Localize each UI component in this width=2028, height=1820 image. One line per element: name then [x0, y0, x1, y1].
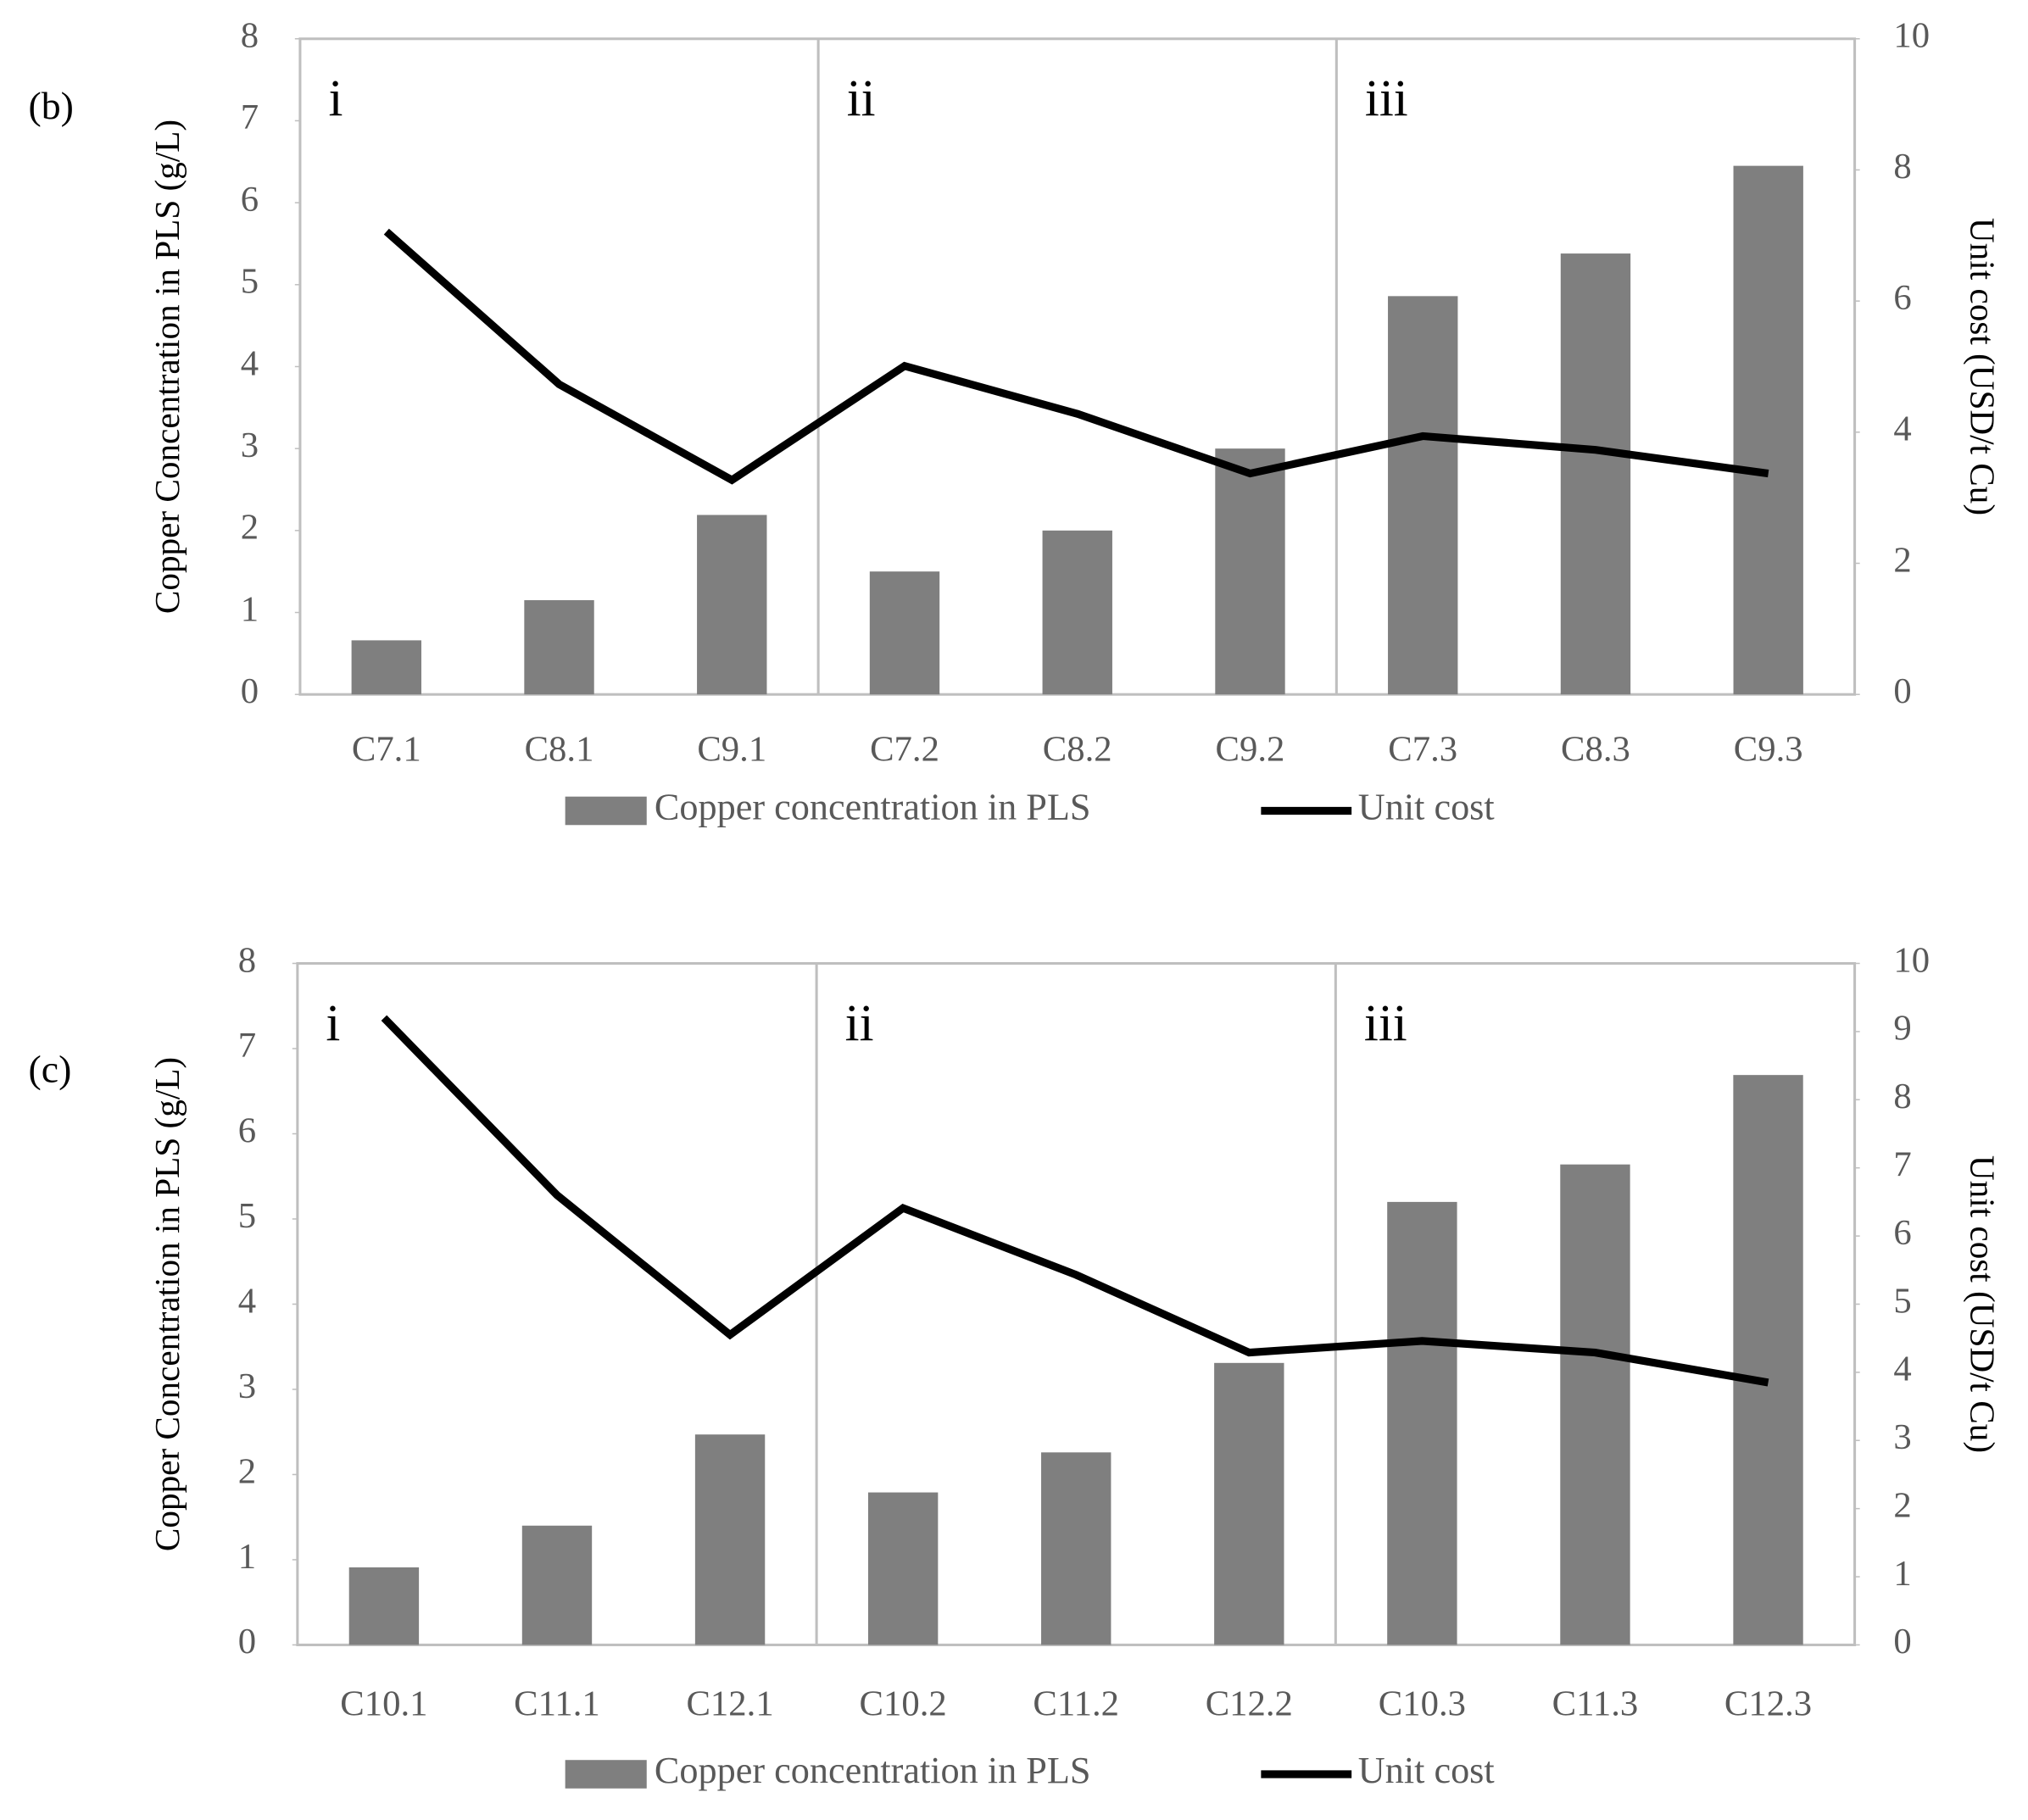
bar	[1560, 1164, 1630, 1645]
bar	[694, 1434, 766, 1645]
y2-tick-label: 9	[1893, 1009, 1911, 1049]
bar	[867, 1492, 939, 1645]
y-tick-label: 3	[241, 426, 259, 465]
y2-tick-label: 1	[1893, 1554, 1911, 1594]
y2-tick-label: 6	[1893, 278, 1911, 318]
region-label: ii	[845, 995, 874, 1052]
region-label: iii	[1364, 995, 1407, 1052]
x-tick-label: C8.3	[1561, 730, 1630, 770]
x-tick-label: C10.3	[1379, 1684, 1466, 1723]
x-tick-label: C9.2	[1216, 730, 1285, 770]
region-label: ii	[847, 70, 876, 127]
x-tick-label: C12.2	[1206, 1684, 1293, 1723]
y2-tick-label: 0	[1893, 671, 1911, 711]
y2-tick-label: 2	[1893, 540, 1911, 580]
y-tick-label: 5	[241, 262, 259, 302]
legend-swatch	[565, 796, 647, 826]
bar	[1214, 1362, 1284, 1645]
panel-label: (b)	[29, 84, 74, 127]
y2-tick-label: 10	[1893, 16, 1930, 56]
y-tick-label: 1	[238, 1537, 256, 1577]
legend-swatch	[565, 1760, 647, 1789]
y-tick-label: 0	[238, 1622, 256, 1661]
bar	[1733, 1075, 1803, 1645]
x-tick-label: C11.1	[514, 1684, 600, 1723]
y2-tick-label: 2	[1893, 1485, 1911, 1525]
bar	[1733, 165, 1803, 695]
x-tick-label: C7.1	[352, 730, 421, 770]
y2-tick-label: 8	[1893, 1077, 1911, 1116]
y2-axis-title: Unit cost (USD/t Cu)	[1963, 218, 2003, 515]
x-tick-label: C12.1	[686, 1684, 773, 1723]
y2-axis-title: Unit cost (USD/t Cu)	[1963, 1155, 2003, 1453]
bar	[869, 571, 940, 695]
x-tick-label: C10.1	[340, 1684, 427, 1723]
x-tick-label: C8.2	[1043, 730, 1112, 770]
bar	[1215, 448, 1285, 695]
y2-tick-label: 8	[1893, 147, 1911, 186]
x-tick-label: C12.3	[1724, 1684, 1812, 1723]
y-tick-label: 6	[238, 1110, 256, 1150]
y-tick-label: 8	[238, 940, 256, 980]
bar	[351, 640, 421, 695]
y-tick-label: 5	[238, 1196, 256, 1236]
bar	[524, 600, 594, 695]
y-tick-label: 0	[241, 671, 259, 711]
legend-label: Copper concentration in PLS	[655, 787, 1091, 828]
panel-label: (c)	[29, 1048, 72, 1091]
y2-tick-label: 7	[1893, 1144, 1911, 1184]
x-tick-label: C7.2	[870, 730, 939, 770]
x-tick-label: C11.3	[1552, 1684, 1639, 1723]
y2-tick-label: 10	[1893, 940, 1930, 980]
y-tick-label: 4	[238, 1281, 256, 1321]
y2-tick-label: 3	[1893, 1417, 1911, 1457]
y2-tick-label: 4	[1893, 409, 1911, 449]
x-tick-label: C9.3	[1734, 730, 1803, 770]
bar	[1387, 1201, 1457, 1645]
region-label: i	[326, 995, 340, 1052]
y2-tick-label: 0	[1893, 1622, 1911, 1661]
legend-label: Unit cost	[1358, 787, 1496, 828]
line-series	[383, 228, 1769, 485]
y-axis-title: Copper Concentration in PLS (g/L)	[148, 120, 187, 614]
x-tick-label: C9.1	[697, 730, 766, 770]
y-axis-title: Copper Concentration in PLS (g/L)	[148, 1057, 187, 1551]
y-tick-label: 8	[241, 16, 259, 56]
x-tick-label: C7.3	[1388, 730, 1457, 770]
bar	[1042, 530, 1112, 695]
y-tick-label: 7	[238, 1026, 256, 1066]
x-tick-label: C10.2	[860, 1684, 947, 1723]
x-tick-label: C8.1	[525, 730, 594, 770]
y-tick-label: 2	[238, 1451, 256, 1491]
bar	[348, 1567, 420, 1645]
bar	[1388, 296, 1458, 695]
line-series	[381, 1015, 1769, 1387]
y2-tick-label: 5	[1893, 1281, 1911, 1321]
region-label: iii	[1365, 70, 1408, 127]
legend-label: Copper concentration in PLS	[655, 1750, 1091, 1791]
y-tick-label: 7	[241, 97, 259, 137]
bar	[1560, 253, 1631, 695]
y-tick-label: 4	[241, 343, 259, 383]
y-tick-label: 6	[241, 180, 259, 220]
bar	[697, 515, 767, 695]
y-tick-label: 2	[241, 508, 259, 548]
y2-tick-label: 4	[1893, 1350, 1911, 1389]
x-tick-label: C11.2	[1033, 1684, 1119, 1723]
y-tick-label: 3	[238, 1366, 256, 1406]
region-label: i	[328, 70, 343, 127]
legend-label: Unit cost	[1358, 1750, 1496, 1791]
bar	[521, 1525, 593, 1645]
y2-tick-label: 6	[1893, 1213, 1911, 1253]
y-tick-label: 1	[241, 589, 259, 629]
bar	[1041, 1452, 1112, 1645]
